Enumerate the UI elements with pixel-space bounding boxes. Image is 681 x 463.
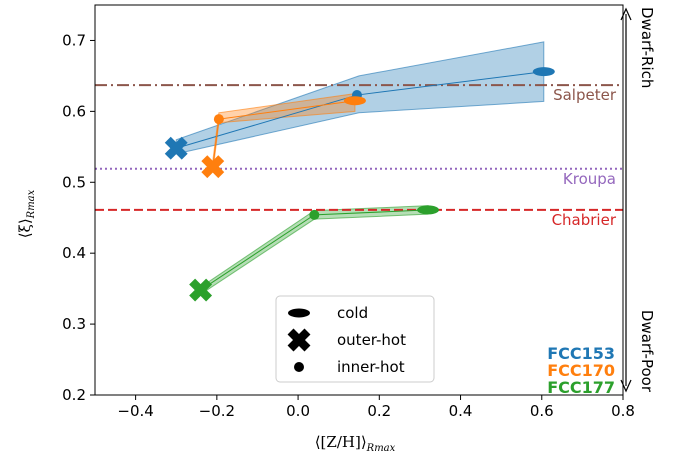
reference-lines	[95, 84, 623, 211]
marker-cold-fcc153	[532, 67, 555, 77]
galaxy-label-fcc177: FCC177	[547, 378, 615, 397]
y-axis-label: ⟨ξ⟩Rmax	[16, 189, 37, 238]
x-axis-label-main: ⟨[Z/H]⟩	[315, 433, 367, 451]
marker-outer-hot-fcc170	[201, 155, 225, 179]
reference-label-kroupa: Kroupa	[563, 170, 616, 188]
dwarf-rich-label: Dwarf-Rich	[638, 7, 656, 88]
reference-label-chabrier: Chabrier	[552, 211, 617, 229]
y-axis-label-main: ⟨ξ⟩	[16, 218, 34, 238]
outer-hot-stroke	[164, 136, 188, 160]
legend-marker-inner-hot	[294, 362, 304, 372]
y-tick-label: 0.5	[62, 173, 86, 191]
x-tick-label: 0.0	[286, 402, 310, 420]
y-tick-label: 0.2	[62, 386, 86, 404]
reference-labels: Salpeter Kroupa Chabrier	[552, 86, 617, 229]
x-tick-label: −0.2	[199, 402, 235, 420]
legend-marker-outer-hot	[287, 328, 311, 352]
x-axis-label-sub: Rmax	[366, 443, 396, 454]
y-axis-label-sub: Rmax	[26, 189, 37, 219]
legend-box	[275, 295, 435, 383]
y-tick-label: 0.7	[62, 31, 86, 49]
marker-cold-fcc177	[417, 205, 440, 215]
arrow-down-icon	[620, 379, 632, 393]
galaxy-label-fcc170: FCC170	[547, 361, 615, 380]
legend-label-cold: cold	[337, 304, 368, 322]
outer-hot-stroke	[189, 278, 213, 302]
y-tick-label: 0.3	[62, 315, 86, 333]
x-tick-label: 0.2	[367, 402, 391, 420]
x-tick-label: 0.6	[530, 402, 554, 420]
legend-label-outer-hot: outer-hot	[337, 331, 406, 349]
outer-hot-stroke	[287, 328, 311, 352]
x-axis-label: ⟨[Z/H]⟩Rmax	[315, 433, 396, 454]
line-fcc177	[200, 209, 429, 291]
x-tick-label: −0.4	[117, 402, 153, 420]
marker-inner-hot-fcc177	[309, 209, 320, 220]
plot-frame	[94, 4, 624, 396]
y-axis: 0.2 0.3 0.4 0.5 0.6 0.7	[62, 31, 95, 404]
x-axis: −0.4 −0.2 0.0 0.2 0.4 0.6 0.8	[117, 395, 635, 420]
marker-cold-fcc170	[343, 96, 366, 106]
markers	[164, 67, 555, 302]
marker-outer-hot-fcc153	[164, 136, 188, 160]
dwarf-poor-label: Dwarf-Poor	[638, 310, 656, 393]
legend-marker-cold	[288, 308, 310, 318]
dwarf-axis: Dwarf-Rich Dwarf-Poor	[620, 7, 656, 393]
x-tick-label: 0.4	[449, 402, 473, 420]
arrow-up-icon	[620, 7, 632, 21]
y-tick-label: 0.4	[62, 244, 86, 262]
reference-label-salpeter: Salpeter	[553, 86, 617, 104]
legend-label-inner-hot: inner-hot	[337, 358, 405, 376]
marker-outer-hot-fcc177	[189, 278, 213, 302]
y-tick-label: 0.6	[62, 102, 86, 120]
outer-hot-stroke	[201, 155, 225, 179]
legend: cold outer-hot inner-hot	[275, 295, 435, 383]
galaxy-label-fcc153: FCC153	[547, 344, 615, 363]
marker-inner-hot-fcc170	[213, 114, 224, 125]
x-tick-label: 0.8	[611, 402, 635, 420]
